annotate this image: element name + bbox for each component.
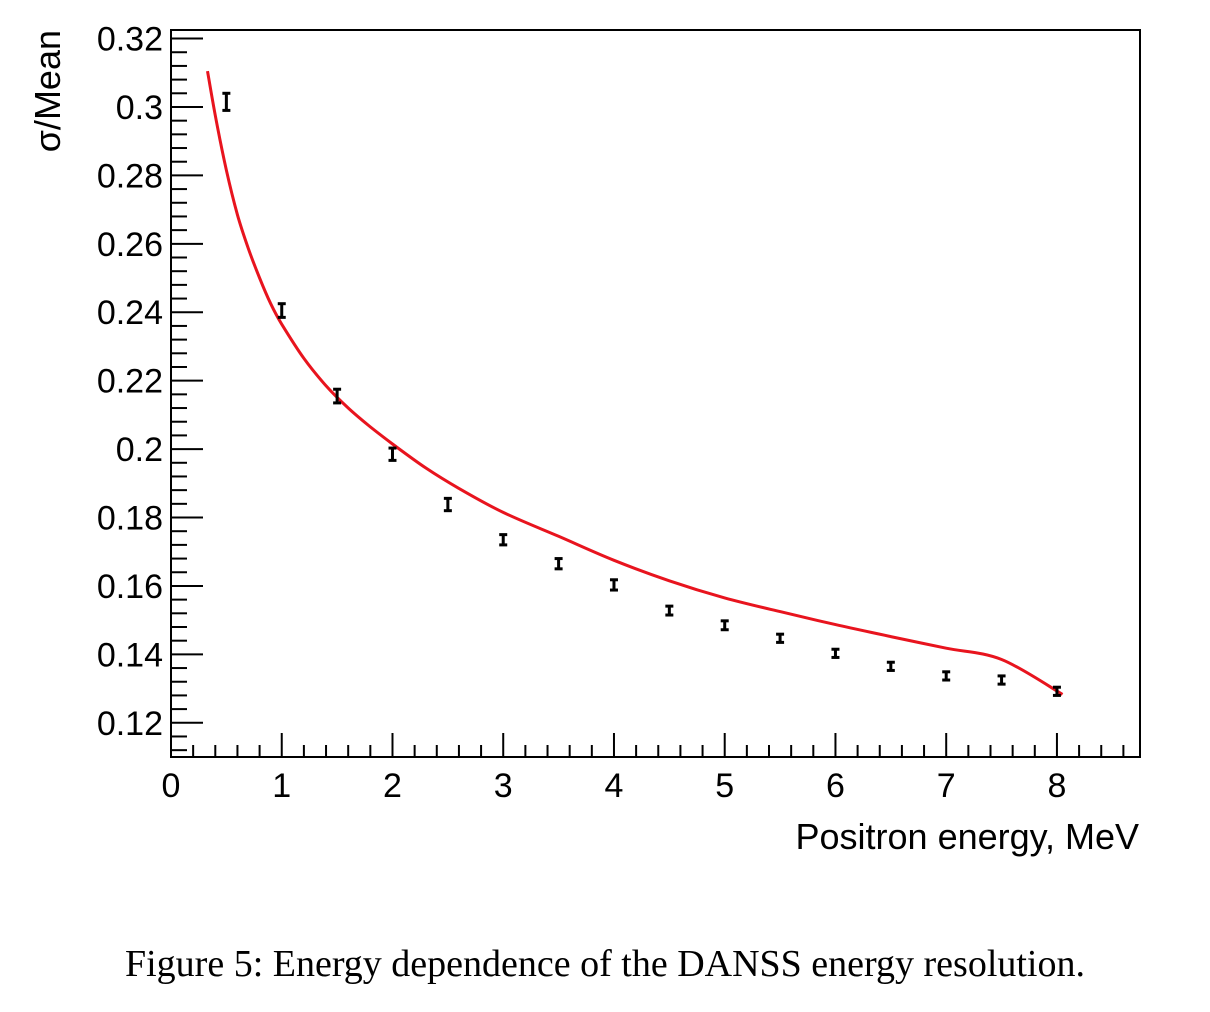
y-tick-label: 0.16 [97, 568, 163, 606]
y-tick-label: 0.14 [97, 636, 163, 674]
y-tick-label: 0.18 [97, 500, 163, 538]
data-point [222, 91, 231, 112]
y-tick-label: 0.24 [97, 294, 163, 332]
data-point [277, 302, 286, 319]
data-point [720, 619, 729, 632]
x-tick-label: 3 [494, 767, 513, 805]
data-point [609, 578, 618, 592]
fit-curve [206, 70, 1064, 696]
x-tick-labels: 0 1 2 3 4 5 6 7 8 [162, 767, 1067, 805]
y-tick-label: 0.12 [97, 705, 163, 743]
data-points [222, 91, 1061, 697]
x-tick-label: 1 [272, 767, 291, 805]
minor-ticks [171, 51, 1125, 757]
data-point [831, 647, 840, 659]
data-point [776, 632, 785, 644]
y-tick-labels: 0.12 0.14 0.16 0.18 0.2 0.22 0.24 0.26 0.28 0.3 0.… [97, 21, 163, 743]
x-tick-label: 5 [715, 767, 734, 805]
plot-frame [170, 29, 1141, 758]
x-axis-title: Positron energy, MeV [796, 816, 1140, 857]
fit-curve-line [206, 70, 1064, 696]
y-tick-label: 0.26 [97, 226, 163, 264]
data-point [333, 387, 342, 405]
x-tick-label: 7 [937, 767, 956, 805]
data-point [388, 446, 397, 462]
data-point [1052, 685, 1061, 697]
x-tick-label: 6 [826, 767, 845, 805]
major-ticks [170, 37, 1058, 757]
y-tick-label: 0.22 [97, 363, 163, 401]
y-axis-title: σ/Mean [27, 30, 68, 152]
x-tick-label: 2 [383, 767, 402, 805]
data-point [942, 670, 951, 682]
x-tick-label: 0 [162, 767, 181, 805]
data-point [997, 674, 1006, 686]
y-tick-label: 0.28 [97, 157, 163, 195]
plot-border [170, 29, 1141, 758]
data-point [499, 533, 508, 547]
y-tick-label: 0.3 [116, 89, 163, 127]
figure-caption: Figure 5: Energy dependence of the DANSS… [124, 943, 1085, 985]
data-point [554, 557, 563, 571]
x-tick-label: 8 [1047, 767, 1066, 805]
data-point [665, 604, 674, 617]
data-point [443, 496, 452, 513]
y-tick-label: 0.2 [116, 431, 163, 469]
x-tick-label: 4 [605, 767, 624, 805]
data-point [886, 660, 895, 672]
y-tick-label: 0.32 [97, 21, 163, 59]
